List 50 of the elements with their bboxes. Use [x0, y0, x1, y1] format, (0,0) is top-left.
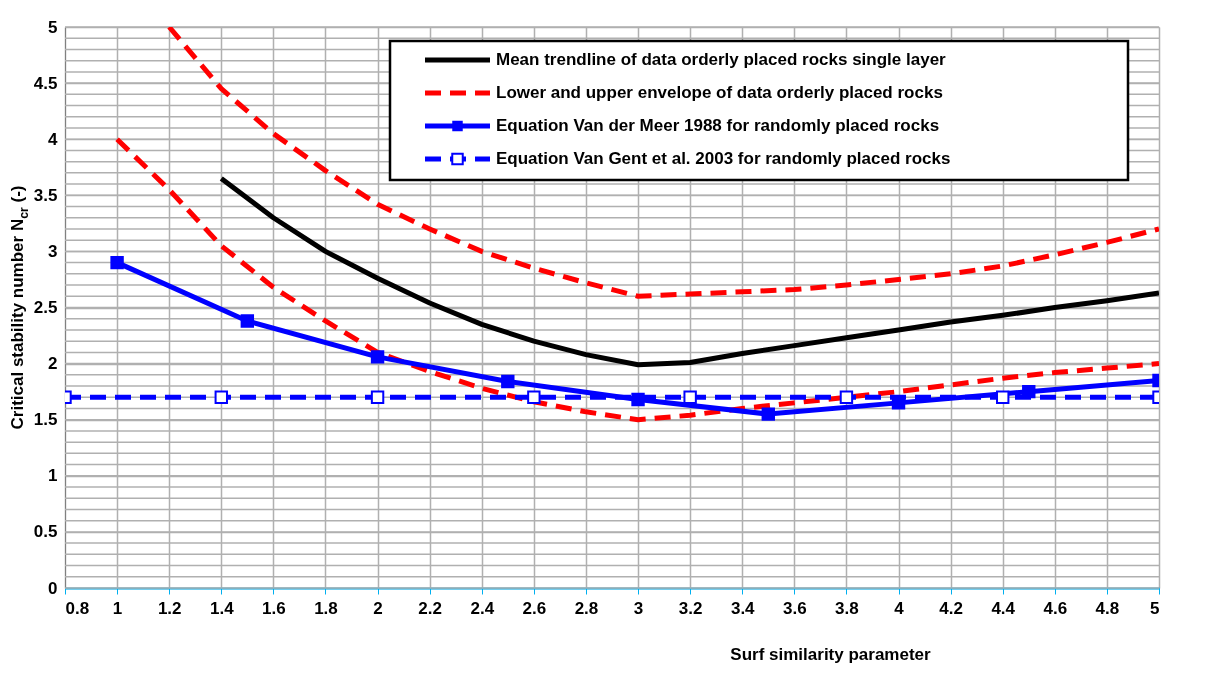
y-tick-label: 1 [48, 466, 58, 486]
x-tick-label: 0.8 [65, 598, 90, 618]
point [683, 390, 697, 404]
x-tick-label: 2.2 [418, 598, 442, 618]
legend-label: Equation Van der Meer 1988 for randomly placed rocks [496, 116, 940, 135]
x-tick-label: 4.6 [1043, 598, 1068, 618]
y-axis-title: Critical stability number Ncr (-) [8, 185, 31, 430]
x-tick-label: 4.4 [991, 598, 1016, 618]
point [214, 390, 228, 404]
x-tick-label: 1.4 [209, 598, 235, 618]
y-tick-label: 0 [48, 578, 58, 598]
legend-label: Lower and upper envelope of data orderly placed rocks [496, 83, 943, 102]
x-tick-label: 2 [373, 598, 383, 618]
x-axis-title: Surf similarity parameter [730, 644, 932, 664]
x-tick-label: 4.2 [939, 598, 963, 618]
y-tick-label: 5 [48, 17, 58, 37]
x-tick-label: 1.2 [157, 598, 182, 618]
point [370, 350, 385, 364]
x-tick-label: 1 [112, 598, 123, 618]
x-tick-label: 3 [633, 598, 644, 618]
y-tick-label: 3.5 [33, 185, 58, 205]
x-tick-label: 3.4 [730, 598, 756, 618]
x-tick-label: 5 [1150, 598, 1160, 618]
x-tick-label: 4 [894, 598, 905, 618]
point [527, 390, 541, 404]
y-tick-label: 4 [48, 129, 59, 149]
point [501, 374, 515, 389]
x-tick-label: 1.8 [314, 598, 338, 618]
y-tick-label: 1.5 [33, 410, 58, 430]
legend-label: Equation Van Gent et al. 2003 for randomly placed rocks [496, 149, 951, 168]
point [996, 390, 1010, 404]
x-tick-label: 2.4 [470, 598, 495, 618]
y-tick-label: 2 [48, 354, 58, 374]
point [110, 255, 124, 270]
point [761, 407, 775, 421]
point [839, 390, 854, 404]
x-tick-label: 3.2 [678, 598, 703, 618]
point [240, 314, 255, 328]
y-tick-label: 3 [48, 241, 58, 261]
x-tick-label: 2.8 [574, 598, 599, 618]
x-tick-label: 3.6 [783, 598, 807, 618]
x-tick-label: 1.6 [262, 598, 286, 618]
legend-label: Mean trendline of data orderly placed rocks single layer [496, 50, 947, 69]
x-tick-label: 4.8 [1095, 598, 1120, 618]
y-tick-label: 2.5 [33, 298, 58, 317]
x-tick-label: 3.8 [835, 598, 859, 618]
y-tick-label: 0.5 [33, 522, 58, 542]
point [370, 390, 385, 404]
y-tick-label: 4.5 [33, 73, 58, 93]
x-tick-label: 2.6 [522, 598, 547, 618]
